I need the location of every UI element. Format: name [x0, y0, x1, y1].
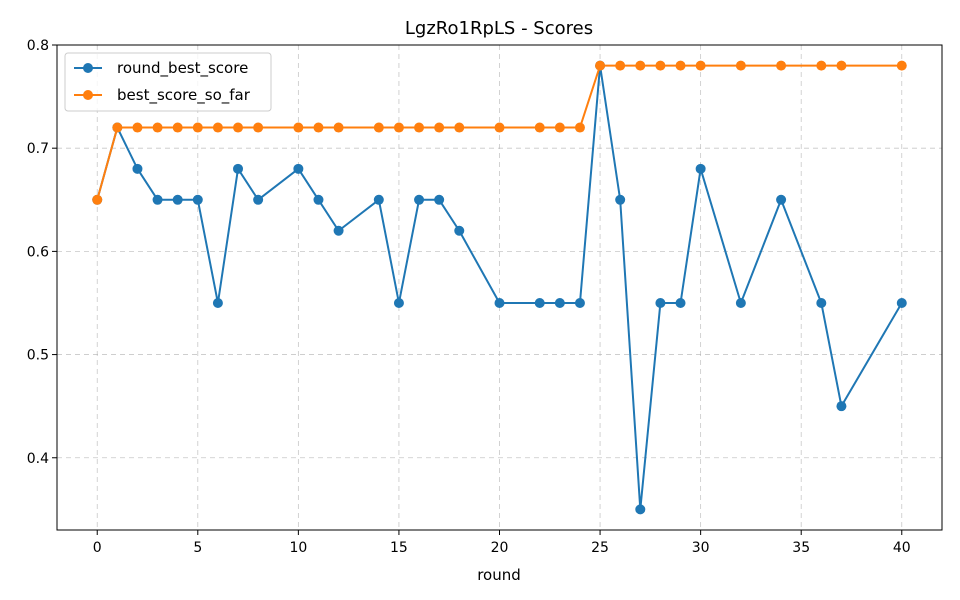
x-tick-label: 15	[390, 540, 408, 556]
x-tick-label: 35	[792, 540, 810, 556]
data-point-round_best_score	[735, 297, 746, 308]
data-point-round_best_score	[574, 297, 585, 308]
legend-item-round_best_score: round_best_score	[74, 59, 248, 78]
data-point-round_best_score	[434, 194, 445, 205]
x-tick-label: 10	[289, 540, 307, 556]
data-point-best_score_so_far	[253, 122, 264, 133]
x-tick-label: 5	[193, 540, 202, 556]
data-point-best_score_so_far	[595, 60, 606, 71]
data-point-round_best_score	[233, 163, 244, 174]
data-point-best_score_so_far	[212, 122, 223, 133]
data-point-round_best_score	[293, 163, 304, 174]
data-point-round_best_score	[494, 297, 505, 308]
x-axis-label: round	[477, 566, 521, 584]
legend-swatch-marker	[83, 63, 93, 73]
data-point-best_score_so_far	[233, 122, 244, 133]
legend-item-best_score_so_far: best_score_so_far	[74, 86, 251, 105]
data-point-best_score_so_far	[373, 122, 384, 133]
y-tick-label: 0.6	[27, 244, 49, 260]
series-line-round_best_score	[96, 64, 903, 511]
legend: round_best_score best_score_so_far	[64, 52, 272, 112]
data-point-best_score_so_far	[393, 122, 404, 133]
data-point-best_score_so_far	[554, 122, 565, 133]
data-point-best_score_so_far	[776, 60, 787, 71]
data-point-round_best_score	[695, 163, 706, 174]
data-point-best_score_so_far	[574, 122, 585, 133]
data-point-round_best_score	[253, 194, 264, 205]
data-point-best_score_so_far	[172, 122, 183, 133]
data-point-round_best_score	[333, 225, 344, 236]
data-point-best_score_so_far	[293, 122, 304, 133]
data-point-best_score_so_far	[695, 60, 706, 71]
x-tick-label: 20	[491, 540, 509, 556]
data-point-best_score_so_far	[615, 60, 626, 71]
legend-label: best_score_so_far	[117, 86, 251, 105]
data-point-best_score_so_far	[675, 60, 686, 71]
legend-label: round_best_score	[117, 59, 248, 78]
data-point-round_best_score	[373, 194, 384, 205]
chart-title: LgzRo1RpLS - Scores	[405, 18, 593, 39]
data-point-round_best_score	[172, 194, 183, 205]
data-point-best_score_so_far	[414, 122, 425, 133]
y-tick-label: 0.8	[27, 38, 49, 54]
data-point-round_best_score	[313, 194, 324, 205]
data-point-best_score_so_far	[112, 122, 123, 133]
data-point-round_best_score	[635, 504, 646, 515]
y-tick-label: 0.5	[27, 348, 49, 364]
data-point-round_best_score	[454, 225, 465, 236]
data-point-round_best_score	[896, 297, 907, 308]
data-point-round_best_score	[615, 194, 626, 205]
data-point-best_score_so_far	[434, 122, 445, 133]
data-point-best_score_so_far	[816, 60, 827, 71]
legend-box	[64, 52, 272, 112]
data-point-best_score_so_far	[313, 122, 324, 133]
x-tick-label: 25	[591, 540, 609, 556]
y-tick-label: 0.7	[27, 141, 49, 157]
data-point-best_score_so_far	[635, 60, 646, 71]
data-point-round_best_score	[776, 194, 787, 205]
y-axis-ticks: 0.4 0.5 0.6 0.7 0.8	[27, 38, 57, 467]
x-tick-label: 40	[893, 540, 911, 556]
data-point-best_score_so_far	[92, 194, 103, 205]
data-point-round_best_score	[836, 401, 847, 412]
x-tick-label: 30	[692, 540, 710, 556]
data-point-best_score_so_far	[333, 122, 344, 133]
x-tick-label: 0	[93, 540, 102, 556]
data-point-best_score_so_far	[454, 122, 465, 133]
data-point-round_best_score	[816, 297, 827, 308]
data-point-round_best_score	[414, 194, 425, 205]
data-point-best_score_so_far	[132, 122, 143, 133]
data-point-best_score_so_far	[192, 122, 203, 133]
data-point-round_best_score	[132, 163, 143, 174]
data-point-round_best_score	[554, 297, 565, 308]
grid-lines	[57, 44, 942, 530]
data-point-round_best_score	[655, 297, 666, 308]
data-point-round_best_score	[534, 297, 545, 308]
data-point-best_score_so_far	[152, 122, 163, 133]
data-point-round_best_score	[675, 297, 686, 308]
data-point-round_best_score	[192, 194, 203, 205]
data-point-round_best_score	[212, 297, 223, 308]
data-point-best_score_so_far	[836, 60, 847, 71]
data-point-best_score_so_far	[494, 122, 505, 133]
series-best_score_so_far	[92, 60, 907, 205]
data-point-round_best_score	[393, 297, 404, 308]
data-point-best_score_so_far	[896, 60, 907, 71]
x-axis-ticks: 0 5 10 15 20 25 30 35 40	[93, 530, 911, 556]
y-tick-label: 0.4	[27, 451, 49, 467]
data-point-best_score_so_far	[655, 60, 666, 71]
data-point-best_score_so_far	[735, 60, 746, 71]
data-point-best_score_so_far	[534, 122, 545, 133]
data-point-round_best_score	[152, 194, 163, 205]
series-layer	[92, 60, 907, 515]
legend-swatch-marker	[83, 90, 93, 100]
